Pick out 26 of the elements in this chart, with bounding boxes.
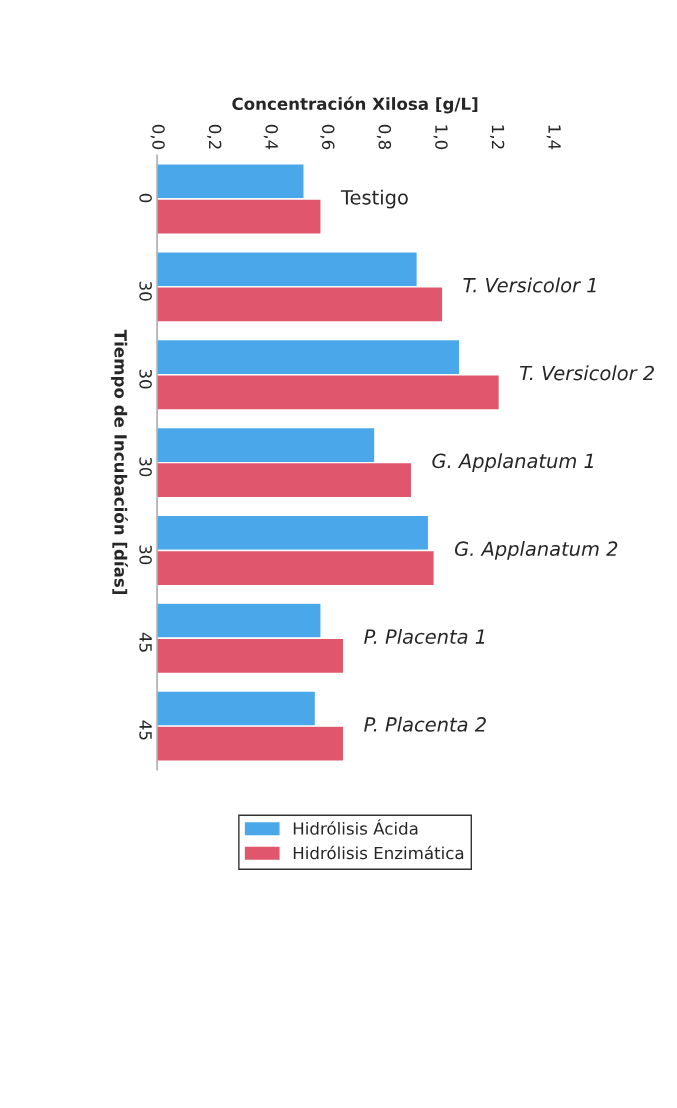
x-tick-label: 0,4 bbox=[263, 124, 278, 150]
annotation: T. Versicolor 1 bbox=[463, 277, 596, 293]
x-tick-label: 0,6 bbox=[320, 124, 335, 150]
annotation: T. Versicolor 2 bbox=[520, 365, 654, 381]
x-tick-label: 0,2 bbox=[207, 124, 222, 149]
legend-label: Hidrólisis Ácida bbox=[293, 819, 418, 835]
y-tick-label: 30 bbox=[139, 457, 152, 477]
y-tick-label: 30 bbox=[139, 369, 152, 389]
x-tick-label: 1,2 bbox=[489, 125, 505, 149]
y-tick-label: 45 bbox=[139, 720, 152, 740]
x-tick-label: 0,8 bbox=[376, 124, 392, 150]
annotation: P. Placenta 1 bbox=[364, 628, 485, 644]
y-tick-label: 45 bbox=[139, 632, 152, 652]
x-tick-label: 0,0 bbox=[150, 124, 165, 150]
y-tick-label: 30 bbox=[139, 545, 152, 565]
x-tick-label: 1,4 bbox=[546, 125, 561, 150]
annotation: P. Placenta 2 bbox=[364, 716, 486, 732]
annotation: Testigo bbox=[340, 189, 408, 209]
annotation: G. Applanatum 2 bbox=[454, 541, 618, 560]
annotation: G. Applanatum 1 bbox=[432, 453, 593, 472]
legend-label: Hidrólisis Enzimática bbox=[293, 845, 464, 860]
y-tick-label: 30 bbox=[139, 281, 152, 301]
x-tick-label: 1,0 bbox=[433, 125, 448, 150]
y-axis-title: Tiempo de Incubación [días] bbox=[111, 329, 128, 595]
x-axis-title: Concentración Xilosa [g/L] bbox=[232, 96, 478, 114]
y-tick-label: 0 bbox=[139, 193, 152, 203]
